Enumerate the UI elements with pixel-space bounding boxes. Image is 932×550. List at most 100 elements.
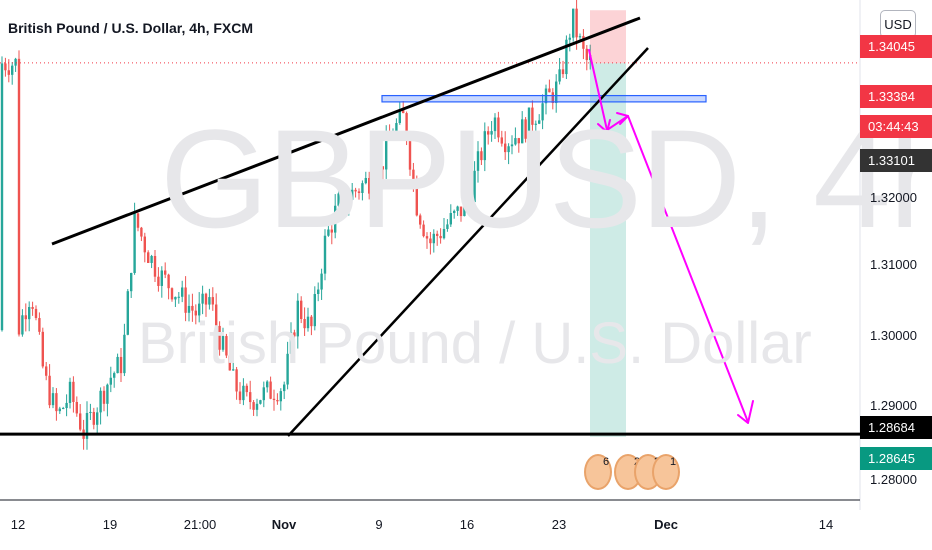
candle-body xyxy=(381,166,384,170)
candle-body xyxy=(109,377,112,385)
candle-body xyxy=(194,310,197,316)
candle-body xyxy=(337,193,340,206)
candle-body xyxy=(320,273,323,290)
time-label: 16 xyxy=(459,517,475,532)
candle-body xyxy=(75,401,78,414)
candle-body xyxy=(374,185,378,191)
candle-body xyxy=(555,81,558,103)
candle-body xyxy=(262,387,265,401)
candle-body xyxy=(276,400,279,402)
candle-body xyxy=(429,238,432,244)
candle-body xyxy=(221,336,225,350)
time-label: 19 xyxy=(102,517,118,532)
candle-body xyxy=(585,48,588,61)
candle-body xyxy=(116,356,119,374)
candle-body xyxy=(130,272,133,292)
candle-body xyxy=(470,200,473,203)
candle-body xyxy=(184,287,187,313)
candle-body xyxy=(412,169,415,180)
candle-body xyxy=(164,270,167,275)
candle-body xyxy=(565,39,568,75)
chart-title: British Pound / U.S. Dollar, 4h, FXCM xyxy=(8,20,254,36)
candle-body xyxy=(215,304,218,326)
candle-body xyxy=(225,336,228,356)
price-label: 1.28000 xyxy=(870,472,917,487)
candle-body xyxy=(113,373,116,378)
candle-body xyxy=(48,375,51,406)
candle-body xyxy=(558,69,561,82)
candle-body xyxy=(446,224,449,229)
candle-body xyxy=(296,300,299,337)
us-flag-icon[interactable] xyxy=(584,454,612,490)
candle-body xyxy=(211,297,214,305)
candle-body xyxy=(425,236,429,239)
candle-body xyxy=(65,402,68,409)
candle-body xyxy=(453,210,456,214)
candle-body xyxy=(568,37,571,40)
candle-body xyxy=(330,229,333,233)
projection-arrow-1 xyxy=(588,49,608,131)
candle-body xyxy=(191,305,194,311)
symbol-watermark: GBPUSD, 4h xyxy=(160,100,932,257)
candle-body xyxy=(347,199,350,206)
bar-countdown-tag: 03:44:43 xyxy=(860,115,932,138)
candle-body xyxy=(531,107,534,125)
candle-body xyxy=(150,255,153,263)
candle-body xyxy=(578,36,582,38)
candle-body xyxy=(85,412,89,439)
candle-body xyxy=(405,113,408,141)
candle-body xyxy=(439,235,442,239)
candle-body xyxy=(218,325,221,350)
candle-body xyxy=(126,291,129,335)
candle-body xyxy=(136,213,140,228)
candle-body xyxy=(490,131,493,135)
uk-flag-icon[interactable] xyxy=(652,454,680,490)
candle-body xyxy=(371,190,374,194)
price-label: 1.29000 xyxy=(870,398,917,413)
stop-loss-zone xyxy=(590,10,626,64)
currency-button[interactable]: USD xyxy=(880,10,916,38)
candle-body xyxy=(201,293,204,304)
candle-body xyxy=(500,137,503,144)
candle-body xyxy=(143,236,146,253)
candle-body xyxy=(449,213,452,225)
candle-body xyxy=(102,390,106,404)
candle-body xyxy=(391,136,395,138)
crosshair-price-tag: 1.33101 xyxy=(860,149,932,172)
candle-body xyxy=(483,131,486,161)
candle-body xyxy=(459,206,463,217)
candle-body xyxy=(160,270,163,286)
economic-events[interactable]: 6 2 3 1 xyxy=(584,454,680,494)
candle-body xyxy=(507,146,510,153)
candle-body xyxy=(68,381,72,403)
candle-body xyxy=(364,177,367,184)
candle-body xyxy=(14,58,17,66)
time-label: 9 xyxy=(375,517,383,532)
candle-body xyxy=(283,384,286,392)
candle-body xyxy=(466,200,469,202)
candle-body xyxy=(232,369,235,371)
candle-body xyxy=(385,135,388,170)
candle-body xyxy=(198,303,201,316)
candle-body xyxy=(89,411,92,413)
candle-body xyxy=(323,235,327,274)
candle-body xyxy=(11,65,14,75)
candle-body xyxy=(497,117,500,138)
arrowhead-1 xyxy=(597,119,611,133)
candle-body xyxy=(208,297,211,305)
time-label: Dec xyxy=(654,517,678,532)
candle-body xyxy=(463,200,466,217)
candle-body xyxy=(432,233,435,244)
support-price-tag: 1.28684 xyxy=(860,416,932,439)
candle-body xyxy=(269,381,272,399)
high-price-tag: 1.34045 xyxy=(860,35,932,58)
resistance-zone xyxy=(381,94,707,103)
candle-body xyxy=(351,189,354,200)
candle-body xyxy=(575,8,578,38)
candle-body xyxy=(514,138,517,145)
event-count: 6 xyxy=(603,456,610,468)
candle-body xyxy=(96,412,99,425)
candle-body xyxy=(170,288,174,300)
candle-body xyxy=(99,390,102,413)
